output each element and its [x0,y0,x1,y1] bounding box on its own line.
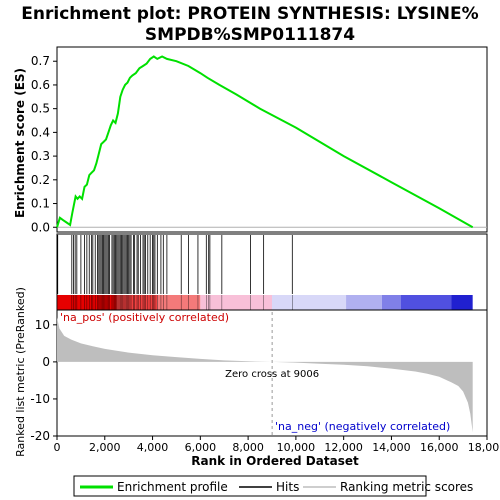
legend: Enrichment profile Hits Ranking metric s… [73,475,473,497]
x-tick-label: 8,000 [232,441,264,454]
rank-y-tick-label: -10 [30,392,50,406]
es-y-tick-label: 0.4 [31,125,50,139]
es-y-tick-label: 0.2 [31,173,50,187]
es-y-tick-label: 0.1 [31,197,50,211]
color-bar-segment [451,295,473,310]
x-tick-label: 4,000 [137,441,169,454]
rank-y-tick-label: 0 [42,355,50,369]
es-y-tick-label: 0.6 [31,78,50,92]
zero-cross-label: Zero cross at 9006 [225,369,319,380]
legend-enrichment-label: Enrichment profile [117,480,228,494]
legend-hits-label: Hits [276,480,299,494]
es-y-tick-label: 0.5 [31,102,50,116]
x-tick-label: 12,000 [324,441,363,454]
es-y-tick-label: 0.7 [31,54,50,68]
legend-box [73,475,427,497]
color-bar-segment [157,295,201,310]
hits-panel [56,233,488,311]
color-bar-segment [272,295,347,310]
color-bar-segment [346,295,382,310]
es-y-tick-label: 0.3 [31,149,50,163]
x-tick-label: 14,000 [372,441,411,454]
x-tick-label: 10,000 [277,441,316,454]
chart-title-line1: Enrichment plot: PROTEIN SYNTHESIS: LYSI… [21,4,478,24]
es-plot-frame [56,46,488,233]
x-tick-label: 6,000 [185,441,217,454]
rank-y-tick-label: 10 [35,318,50,332]
x-tick-label: 2,000 [89,441,121,454]
x-tick-label: 18,000 [468,441,500,454]
enrichment-profile-line [56,55,474,229]
rank-y-tick-label: -20 [30,429,50,443]
es-y-tick-label: 0.0 [31,220,50,234]
chart-title-line2: SMPDB%SMP0111874 [145,25,355,45]
es-panel: 0.0 0.1 0.2 0.3 0.4 0.5 0.6 0.7 [31,46,488,234]
color-bar-segment [381,295,401,310]
es-y-axis-label: Enrichment score (ES) [13,68,27,218]
rank-y-axis-label: Ranked list metric (PreRanked) [14,287,27,457]
color-bar-segment [200,295,272,310]
color-bar-segment [401,295,452,310]
positive-correlation-label: 'na_pos' (positively correlated) [60,311,229,324]
rank-panel: 10 0 -10 -20 0 2,000 4,000 6,000 8,000 10,000 12,0… [30,309,500,454]
x-tick-label: 0 [54,441,61,454]
negative-correlation-label: 'na_neg' (negatively correlated) [275,420,450,433]
x-axis-label: Rank in Ordered Dataset [191,454,359,468]
legend-ranking-label: Ranking metric scores [340,480,473,494]
x-tick-label: 16,000 [420,441,459,454]
